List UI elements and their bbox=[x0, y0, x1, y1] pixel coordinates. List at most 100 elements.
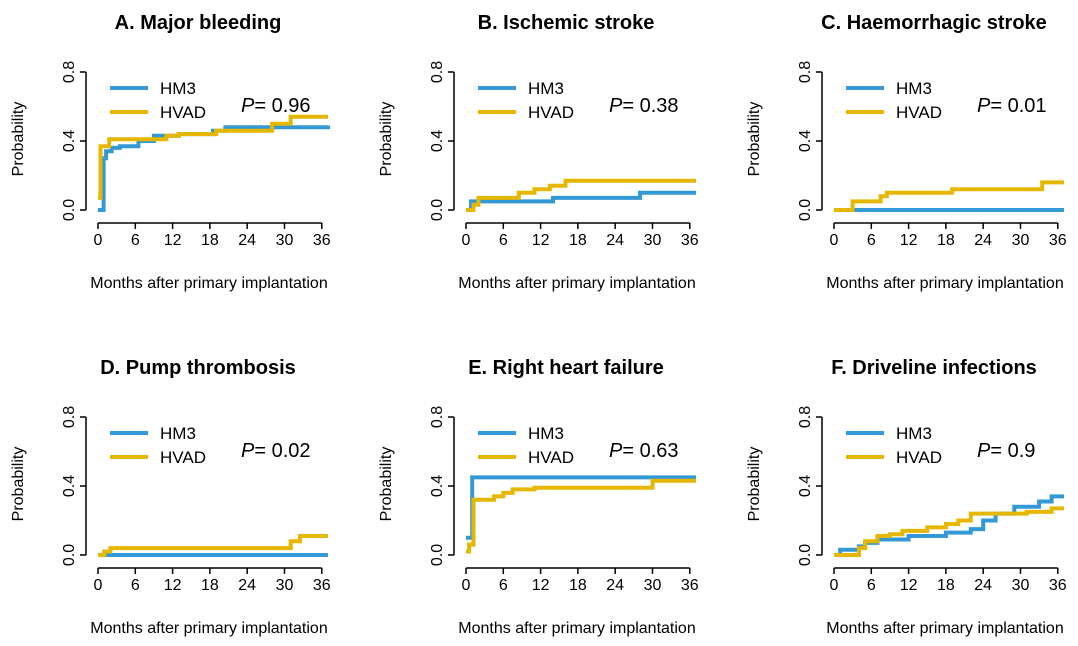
panel-d: D. Pump thrombosis 0.0 0.4 0.8 0 6 12 18 24 30 36 M… bbox=[10, 357, 331, 637]
y-tick-label: 0.4 bbox=[797, 130, 814, 152]
x-tick-label: 0 bbox=[830, 232, 839, 249]
y-tick-label: 0.0 bbox=[429, 544, 446, 566]
series-line-hvad bbox=[466, 178, 696, 212]
x-tick-label: 18 bbox=[201, 577, 219, 594]
y-tick-label: 0.4 bbox=[429, 475, 446, 497]
y-axis-label: Probability bbox=[378, 447, 395, 522]
series-line-hvad bbox=[466, 478, 696, 554]
legend-label-hvad: HVAD bbox=[160, 103, 206, 122]
x-tick-label: 12 bbox=[532, 577, 550, 594]
p-value: P= 0.01 bbox=[977, 95, 1047, 117]
p-value-symbol: P bbox=[609, 440, 623, 462]
p-value-text: = 0.9 bbox=[990, 440, 1035, 462]
y-axis-label: Probability bbox=[10, 102, 27, 177]
x-tick-label: 36 bbox=[1049, 577, 1067, 594]
x-tick-label: 12 bbox=[532, 232, 550, 249]
x-tick-label: 24 bbox=[974, 577, 992, 594]
y-tick-label: 0.4 bbox=[797, 475, 814, 497]
series-line-hvad bbox=[834, 180, 1064, 212]
panel-a: A. Major bleeding 0.0 0.4 0.8 0 6 12 18 24 30 36 Mo… bbox=[10, 12, 331, 292]
x-tick-label: 18 bbox=[937, 232, 955, 249]
x-tick-label: 36 bbox=[681, 232, 699, 249]
x-axis-label: Months after primary implantation bbox=[90, 275, 327, 292]
p-value-text: = 0.63 bbox=[622, 440, 678, 462]
series-line-hm3 bbox=[466, 190, 696, 212]
legend-label-hvad: HVAD bbox=[896, 448, 942, 467]
y-tick-label: 0.0 bbox=[797, 544, 814, 566]
legend-label-hm3: HM3 bbox=[528, 79, 564, 98]
p-value-text: = 0.38 bbox=[622, 95, 678, 117]
legend-label-hvad: HVAD bbox=[896, 103, 942, 122]
x-tick-label: 18 bbox=[569, 232, 587, 249]
x-axis-label: Months after primary implantation bbox=[458, 275, 695, 292]
y-tick-label: 0.8 bbox=[797, 61, 814, 83]
p-value-text: = 0.96 bbox=[254, 95, 310, 117]
p-value: P= 0.63 bbox=[609, 440, 679, 462]
p-value-symbol: P bbox=[241, 95, 255, 117]
panel-title: B. Ischemic stroke bbox=[478, 12, 655, 34]
y-axis-label: Probability bbox=[378, 102, 395, 177]
panel-title: D. Pump thrombosis bbox=[100, 357, 296, 379]
y-tick-label: 0.8 bbox=[429, 61, 446, 83]
x-tick-label: 30 bbox=[644, 232, 662, 249]
p-value-symbol: P bbox=[977, 95, 991, 117]
y-tick-label: 0.8 bbox=[797, 406, 814, 428]
x-tick-label: 12 bbox=[164, 577, 182, 594]
x-tick-label: 30 bbox=[644, 577, 662, 594]
x-tick-label: 6 bbox=[131, 232, 140, 249]
x-tick-label: 30 bbox=[276, 577, 294, 594]
p-value-symbol: P bbox=[241, 440, 255, 462]
legend-label-hm3: HM3 bbox=[528, 424, 564, 443]
x-tick-label: 36 bbox=[1049, 232, 1067, 249]
x-tick-label: 6 bbox=[867, 577, 876, 594]
series-line-hvad bbox=[98, 114, 328, 200]
x-tick-label: 24 bbox=[238, 577, 256, 594]
x-tick-label: 24 bbox=[238, 232, 256, 249]
x-tick-label: 6 bbox=[867, 232, 876, 249]
legend-label-hvad: HVAD bbox=[528, 103, 574, 122]
x-tick-label: 18 bbox=[569, 577, 587, 594]
x-axis-label: Months after primary implantation bbox=[458, 620, 695, 637]
y-tick-label: 0.8 bbox=[61, 406, 78, 428]
x-tick-label: 36 bbox=[313, 232, 331, 249]
legend-label-hm3: HM3 bbox=[896, 424, 932, 443]
y-tick-label: 0.4 bbox=[61, 475, 78, 497]
series-line-hvad bbox=[834, 506, 1064, 557]
x-tick-label: 0 bbox=[94, 232, 103, 249]
p-value-symbol: P bbox=[977, 440, 991, 462]
y-tick-label: 0.0 bbox=[797, 199, 814, 221]
y-axis-label: Probability bbox=[746, 447, 763, 522]
x-tick-label: 0 bbox=[830, 577, 839, 594]
panel-title: C. Haemorrhagic stroke bbox=[821, 12, 1047, 34]
x-tick-label: 24 bbox=[606, 577, 624, 594]
series-line-hvad bbox=[98, 534, 328, 557]
x-tick-label: 0 bbox=[462, 232, 471, 249]
y-tick-label: 0.0 bbox=[429, 199, 446, 221]
p-value: P= 0.9 bbox=[977, 440, 1035, 462]
y-tick-label: 0.8 bbox=[429, 406, 446, 428]
panel-f: F. Driveline infections 0.0 0.4 0.8 0 6 12 18 24… bbox=[746, 357, 1067, 637]
x-tick-label: 36 bbox=[313, 577, 331, 594]
x-tick-label: 24 bbox=[974, 232, 992, 249]
x-tick-label: 30 bbox=[276, 232, 294, 249]
y-axis-label: Probability bbox=[746, 102, 763, 177]
y-tick-label: 0.4 bbox=[429, 130, 446, 152]
x-tick-label: 12 bbox=[164, 232, 182, 249]
x-tick-label: 6 bbox=[131, 577, 140, 594]
x-axis-label: Months after primary implantation bbox=[826, 620, 1063, 637]
x-tick-label: 12 bbox=[900, 577, 918, 594]
p-value: P= 0.02 bbox=[241, 440, 311, 462]
x-tick-label: 6 bbox=[499, 232, 508, 249]
x-tick-label: 12 bbox=[900, 232, 918, 249]
x-tick-label: 6 bbox=[499, 577, 508, 594]
panel-title: E. Right heart failure bbox=[468, 357, 664, 379]
x-tick-label: 24 bbox=[606, 232, 624, 249]
panel-c: C. Haemorrhagic stroke 0.0 0.4 0.8 0 6 12 18 24 3… bbox=[746, 12, 1067, 292]
panel-title: A. Major bleeding bbox=[115, 12, 282, 34]
p-value: P= 0.96 bbox=[241, 95, 311, 117]
y-axis-label: Probability bbox=[10, 447, 27, 522]
legend-label-hvad: HVAD bbox=[528, 448, 574, 467]
p-value: P= 0.38 bbox=[609, 95, 679, 117]
panel-title: F. Driveline infections bbox=[831, 357, 1037, 379]
